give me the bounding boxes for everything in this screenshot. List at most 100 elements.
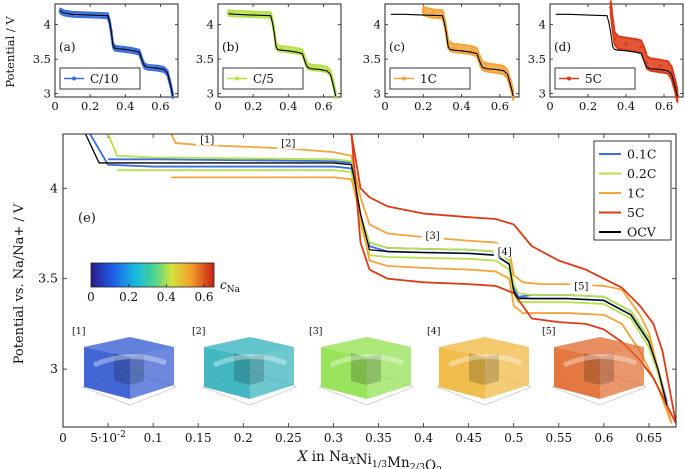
annotation-label: [4] bbox=[498, 247, 512, 258]
inset-render-1: [1] bbox=[72, 326, 177, 406]
panel-a: 0 0.2 0.4 0.6 3 3.5 4 (a) C/10 bbox=[33, 3, 179, 113]
panel-label: (c) bbox=[389, 40, 405, 54]
x-tick-label: 0 bbox=[51, 99, 58, 113]
x-tick-label: 0.4 bbox=[452, 99, 470, 113]
data-point bbox=[645, 60, 649, 65]
legend-marker bbox=[72, 76, 76, 81]
annotation-label: [5] bbox=[574, 281, 588, 292]
x-tick-label: 0.2 bbox=[234, 431, 253, 445]
inset-top-face bbox=[439, 337, 529, 357]
annotation-label: [3] bbox=[426, 231, 440, 242]
inset-render-2: [2] bbox=[192, 326, 297, 406]
legend-box bbox=[389, 67, 471, 90]
legend-label: 5C bbox=[585, 72, 602, 86]
data-point bbox=[624, 42, 628, 46]
panel-d: 0 0.2 0.4 0.6 3 3.5 4 (d) 5C bbox=[528, 0, 684, 113]
inset-particle-shading bbox=[92, 353, 167, 368]
x-tick-label: 0.6 bbox=[491, 99, 509, 113]
x-tick-label: 0.65 bbox=[636, 431, 663, 445]
plot-frame bbox=[384, 3, 520, 98]
inset-right-face bbox=[367, 347, 411, 399]
inset-left-face bbox=[321, 347, 367, 399]
legend-box bbox=[59, 67, 141, 90]
inset-particle-shading bbox=[447, 353, 522, 368]
inset-top-face bbox=[554, 337, 644, 357]
inset-label: [1] bbox=[72, 326, 85, 337]
legend-label: 0.1C bbox=[627, 147, 656, 162]
inset-label: [3] bbox=[309, 326, 322, 337]
annotation-bg bbox=[570, 277, 593, 292]
x-tick-label: 0.6 bbox=[151, 99, 169, 113]
panel-label: (b) bbox=[222, 40, 239, 54]
panel-label: (d) bbox=[554, 40, 571, 54]
inset-left-face bbox=[204, 347, 250, 399]
x-tick-label: 0.35 bbox=[365, 431, 392, 445]
x-tick-label: 0 bbox=[546, 99, 553, 113]
inset-render-3: [3] bbox=[309, 326, 414, 406]
y-tick-label: 3.5 bbox=[38, 271, 58, 286]
colorbar-label: cNa bbox=[220, 278, 241, 295]
plot-frame bbox=[549, 3, 684, 98]
x-tick-label: 0.2 bbox=[579, 99, 597, 113]
annotation-label: [2] bbox=[281, 139, 295, 150]
series-line-1C bbox=[171, 176, 673, 424]
inset-cutout bbox=[234, 353, 264, 385]
legend-label: C/10 bbox=[90, 72, 119, 86]
annotation-bg bbox=[421, 227, 444, 242]
x-tick-label: 0.4 bbox=[279, 99, 297, 113]
inset-render-4: [4] bbox=[427, 326, 532, 406]
data-point bbox=[639, 45, 643, 49]
y-tick-label: 3.5 bbox=[363, 52, 381, 66]
y-axis-title: Potential vs. Na/Na+ / V bbox=[12, 203, 27, 364]
inset-label: [4] bbox=[427, 326, 440, 337]
inset-top-face bbox=[321, 337, 411, 357]
y-axis-title: Potential / V bbox=[3, 16, 17, 88]
y-tick-label: 3.5 bbox=[33, 52, 51, 66]
series-line-OCV bbox=[84, 134, 668, 406]
legend-label: 1C bbox=[627, 186, 645, 201]
inset-right-face bbox=[485, 347, 529, 399]
x-tick-label: 0 bbox=[59, 431, 67, 445]
panel-b: 0 0.2 0.4 0.6 3 3.5 4 (b) C/5 bbox=[196, 3, 342, 113]
annotation-bg bbox=[277, 135, 300, 150]
y-tick-label: 3 bbox=[207, 87, 214, 101]
panel-c: 0 0.2 0.4 0.6 3 3.5 4 (c) 1C bbox=[363, 3, 520, 113]
y-tick-label: 3.5 bbox=[528, 52, 546, 66]
y-tick-label: 4 bbox=[207, 18, 214, 32]
x-tick-label: 0.6 bbox=[314, 99, 332, 113]
y-tick-label: 3 bbox=[539, 87, 546, 101]
x-tick-label: 0.4 bbox=[414, 431, 433, 445]
series-line-0.2C bbox=[107, 134, 668, 406]
ocv-line bbox=[59, 10, 174, 96]
legend-label: 1C bbox=[420, 72, 437, 86]
panel-label: (a) bbox=[59, 40, 76, 54]
y-tick-label: 4 bbox=[539, 18, 546, 32]
inset-label: [2] bbox=[192, 326, 205, 337]
y-tick-label: 4 bbox=[50, 180, 58, 195]
x-tick-label: 0.3 bbox=[324, 431, 343, 445]
x-tick-label: 0.15 bbox=[185, 431, 212, 445]
x-axis-title: X in NaXNi1/3Mn2/3O2 bbox=[297, 449, 442, 469]
inset-right-face bbox=[600, 347, 644, 399]
x-tick-label: 0.4 bbox=[116, 99, 134, 113]
y-tick-label: 4 bbox=[44, 18, 51, 32]
data-point bbox=[609, 5, 613, 10]
inset-render-5: [5] bbox=[542, 326, 647, 406]
colorbar bbox=[90, 262, 215, 288]
inset-right-face bbox=[250, 347, 294, 399]
inset-cutout bbox=[114, 353, 144, 385]
x-tick-label: 0.6 bbox=[655, 99, 673, 113]
data-point bbox=[658, 64, 662, 68]
legend-marker bbox=[235, 76, 239, 81]
y-tick-label: 4 bbox=[374, 18, 381, 32]
plot-frame bbox=[54, 3, 179, 98]
x-tick-label: 0.2 bbox=[414, 99, 432, 113]
legend-label: 5C bbox=[627, 205, 645, 220]
y-tick-label: 3 bbox=[44, 87, 51, 101]
colorbar-tick-label: 0.2 bbox=[119, 290, 138, 304]
data-point bbox=[452, 46, 456, 50]
x-tick-label: 0.2 bbox=[244, 99, 262, 113]
annotation-bg bbox=[493, 243, 516, 258]
x-tick-label: 0.4 bbox=[617, 99, 635, 113]
y-tick-label: 3.5 bbox=[196, 52, 214, 66]
